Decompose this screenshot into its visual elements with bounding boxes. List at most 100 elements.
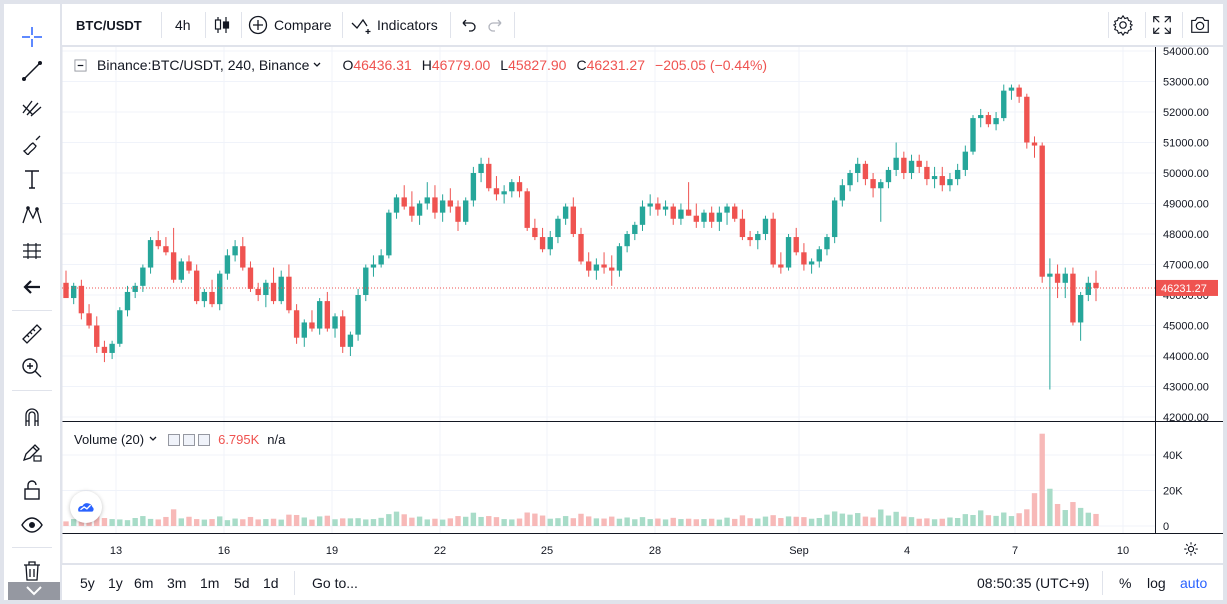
candle-body	[409, 206, 415, 216]
range-label: 3m	[167, 575, 187, 591]
volume-bar	[547, 518, 553, 526]
volume-bar	[739, 515, 746, 526]
candle-body	[1001, 90, 1007, 119]
candle-body	[270, 282, 277, 302]
range-label: 5y	[80, 575, 95, 591]
zoom-in-icon	[22, 358, 42, 378]
go-to-label: Go to...	[312, 575, 358, 591]
candle-body	[632, 224, 638, 234]
volume-bar	[632, 519, 638, 526]
price-chart[interactable]: 54000.00 53000.00 52000.00 51000.00 50000.00…	[62, 47, 1223, 563]
candle-body	[101, 346, 108, 353]
prediction-tool-button[interactable]	[4, 234, 60, 268]
range-button-3m[interactable]: 3m	[167, 565, 186, 601]
gear-icon	[1183, 542, 1198, 556]
volume-bar	[831, 511, 838, 526]
chevron-down-icon[interactable]	[148, 434, 158, 444]
magnet-icon	[25, 408, 39, 426]
volume-bar	[993, 515, 999, 526]
range-button-1m[interactable]: 1m	[200, 565, 219, 601]
time-tick-label: 28	[649, 545, 661, 557]
candle-body	[140, 267, 146, 286]
candle-body	[978, 115, 984, 119]
redo-button[interactable]	[486, 4, 506, 46]
candles-icon	[214, 17, 230, 33]
volume-bar	[316, 516, 323, 526]
auto-scale-button[interactable]: auto	[1180, 565, 1207, 601]
tradingview-logo[interactable]	[70, 491, 102, 523]
candle-body	[324, 301, 331, 329]
candle-body	[962, 151, 969, 170]
volume-value: 6.795K	[218, 431, 260, 447]
candle-body	[1062, 273, 1068, 283]
snapshot-button[interactable]	[1188, 4, 1212, 46]
indicators-button[interactable]: Indicators	[351, 4, 438, 46]
volume-bar	[747, 518, 753, 526]
candle-body	[247, 267, 254, 289]
fib-tool-button[interactable]	[4, 90, 60, 124]
volume-title[interactable]: Volume (20)	[74, 431, 145, 447]
eye-toggle-icon[interactable]	[168, 434, 181, 446]
trend-line-tool-button[interactable]	[4, 54, 60, 88]
collapse-legend-icon[interactable]	[74, 58, 87, 72]
volume-bar	[662, 519, 669, 526]
volume-bar	[501, 519, 507, 526]
go-to-date-button[interactable]: Go to...	[312, 565, 358, 601]
range-button-5d[interactable]: 5d	[234, 565, 250, 601]
timezone-button[interactable]: 08:50:35 (UTC+9)	[977, 565, 1089, 601]
collapse-toolbar-button[interactable]	[8, 582, 60, 600]
time-tick-label: 4	[904, 545, 910, 557]
volume-bar	[1016, 513, 1022, 526]
candle-body	[547, 237, 553, 250]
volume-bar	[447, 518, 454, 526]
volume-bar	[286, 514, 292, 526]
close-mini-icon[interactable]	[198, 434, 211, 446]
symbol-search-button[interactable]: BTC/USDT	[76, 4, 142, 46]
chart-area[interactable]: 54000.00 53000.00 52000.00 51000.00 50000.00…	[62, 47, 1223, 563]
volume-bar	[685, 518, 692, 526]
log-scale-button[interactable]: log	[1147, 565, 1166, 601]
chart-style-button[interactable]	[212, 4, 232, 46]
lock-all-button[interactable]	[4, 473, 60, 507]
percent-scale-button[interactable]: %	[1119, 565, 1131, 601]
range-button-1y[interactable]: 1y	[108, 565, 123, 601]
undo-button[interactable]	[458, 4, 478, 46]
brush-tool-button[interactable]	[4, 126, 60, 160]
range-button-6m[interactable]: 6m	[134, 565, 153, 601]
settings-button[interactable]	[1112, 4, 1134, 46]
remove-drawings-button[interactable]	[4, 556, 60, 586]
volume-bar	[455, 516, 461, 526]
range-label: 6m	[134, 575, 154, 591]
candle-body	[63, 282, 69, 299]
text-tool-button[interactable]	[4, 162, 60, 196]
volume-bar	[432, 518, 438, 526]
volume-bar	[562, 516, 569, 526]
compare-button[interactable]: Compare	[248, 4, 332, 46]
magnet-tool-button[interactable]	[4, 400, 60, 434]
range-button-5y[interactable]: 5y	[80, 565, 95, 601]
volume-bar	[532, 513, 538, 526]
candle-body	[708, 212, 715, 222]
volume-bar	[132, 518, 138, 526]
candle-body	[716, 212, 723, 222]
ruler-tool-button[interactable]	[4, 317, 60, 351]
back-arrow-button[interactable]	[4, 270, 60, 304]
pattern-icon	[22, 206, 42, 224]
series-title[interactable]: Binance:BTC/USDT, 240, Binance	[97, 57, 310, 73]
volume-bar	[393, 511, 400, 526]
lock-drawing-button[interactable]	[4, 435, 60, 469]
volume-bar	[1062, 510, 1068, 526]
toolbar-divider	[1102, 571, 1103, 595]
crosshair-tool-button[interactable]	[4, 20, 60, 54]
volume-bar	[255, 519, 261, 526]
interval-button[interactable]: 4h	[175, 4, 191, 46]
chart-settings-button[interactable]	[1158, 535, 1223, 563]
chevron-down-icon[interactable]	[312, 60, 322, 70]
pattern-tool-button[interactable]	[4, 198, 60, 232]
hide-drawings-button[interactable]	[4, 508, 60, 542]
volume-bar	[439, 519, 446, 526]
fullscreen-button[interactable]	[1151, 4, 1173, 46]
settings-mini-icon[interactable]	[183, 434, 196, 446]
range-button-1d[interactable]: 1d	[263, 565, 279, 601]
zoom-tool-button[interactable]	[4, 351, 60, 385]
